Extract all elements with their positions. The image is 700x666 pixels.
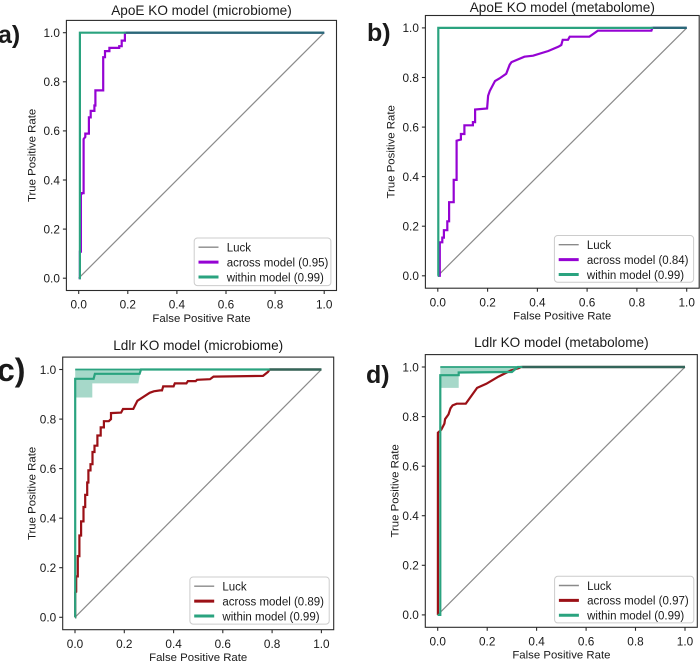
svg-text:False Positive Rate: False Positive Rate [149,652,247,661]
svg-text:Ldlr KO model (microbiome): Ldlr KO model (microbiome) [113,338,283,353]
svg-text:0.6: 0.6 [579,295,596,309]
svg-text:within model (0.99): within model (0.99) [221,611,319,623]
svg-text:0.8: 0.8 [43,75,60,89]
svg-text:0.4: 0.4 [528,635,545,649]
svg-text:c): c) [0,352,25,388]
svg-text:0.2: 0.2 [402,220,418,234]
svg-text:0.6: 0.6 [215,637,232,651]
svg-text:True Positive Rate: True Positive Rate [385,105,397,198]
svg-text:0.4: 0.4 [165,637,182,651]
svg-text:0.6: 0.6 [402,120,419,134]
svg-text:True Positive Rate: True Positive Rate [26,109,38,202]
svg-text:0.2: 0.2 [479,635,495,649]
svg-text:Luck: Luck [227,243,252,255]
svg-text:1.0: 1.0 [313,637,330,651]
svg-text:0.8: 0.8 [627,635,644,649]
svg-text:0.6: 0.6 [402,460,419,474]
svg-text:0.4: 0.4 [402,170,419,184]
svg-text:within model (0.99): within model (0.99) [586,270,684,282]
svg-text:0.4: 0.4 [402,509,419,523]
svg-text:1.0: 1.0 [678,295,695,309]
svg-text:0.2: 0.2 [402,559,418,573]
svg-text:0.0: 0.0 [67,637,84,651]
svg-text:True Positive Rate: True Positive Rate [389,444,401,537]
svg-text:0.2: 0.2 [43,222,59,236]
svg-text:Luck: Luck [587,581,612,593]
svg-text:0.8: 0.8 [264,637,281,651]
svg-text:0.2: 0.2 [40,561,56,575]
svg-text:0.0: 0.0 [40,611,57,625]
svg-text:False Positive Rate: False Positive Rate [513,311,611,323]
svg-text:0.8: 0.8 [402,410,419,424]
svg-text:0.8: 0.8 [267,298,284,312]
svg-text:0.4: 0.4 [43,173,60,187]
svg-text:1.0: 1.0 [402,360,419,374]
svg-text:0.6: 0.6 [43,124,60,138]
svg-text:0.2: 0.2 [120,298,136,312]
svg-text:0.8: 0.8 [629,295,646,309]
svg-text:0.0: 0.0 [402,608,419,622]
svg-text:0.0: 0.0 [429,635,446,649]
svg-text:0.6: 0.6 [218,298,235,312]
svg-text:across model (0.95): across model (0.95) [227,257,329,269]
svg-text:across model (0.84): across model (0.84) [587,255,689,267]
svg-text:False Positive Rate: False Positive Rate [512,650,610,661]
svg-text:0.0: 0.0 [402,269,419,283]
svg-text:across model (0.89): across model (0.89) [222,596,324,608]
svg-text:across model (0.97): across model (0.97) [587,596,689,608]
svg-text:0.0: 0.0 [70,298,87,312]
svg-text:False Positive Rate: False Positive Rate [152,313,250,325]
svg-text:Luck: Luck [222,582,247,594]
svg-text:0.6: 0.6 [40,462,57,476]
svg-text:True Positive Rate: True Positive Rate [27,447,39,540]
svg-text:0.2: 0.2 [479,295,495,309]
svg-text:0.2: 0.2 [116,637,132,651]
svg-text:0.0: 0.0 [43,272,60,286]
svg-text:a): a) [0,21,20,49]
svg-text:0.4: 0.4 [529,295,546,309]
svg-text:within model (0.99): within model (0.99) [586,611,684,623]
svg-text:1.0: 1.0 [677,635,694,649]
svg-text:0.4: 0.4 [40,512,57,526]
svg-text:0.0: 0.0 [430,295,447,309]
svg-text:b): b) [367,19,391,47]
svg-text:d): d) [366,361,390,389]
svg-text:Ldlr KO model (metabolome): Ldlr KO model (metabolome) [474,335,649,350]
svg-text:1.0: 1.0 [40,363,57,377]
svg-text:1.0: 1.0 [43,26,60,40]
svg-text:ApoE KO model (microbiome): ApoE KO model (microbiome) [111,3,292,18]
svg-text:1.0: 1.0 [316,298,333,312]
svg-text:within model (0.99): within model (0.99) [226,272,324,284]
svg-text:0.8: 0.8 [402,71,419,85]
svg-text:0.8: 0.8 [40,412,57,426]
svg-text:1.0: 1.0 [402,21,419,35]
svg-text:0.4: 0.4 [169,298,186,312]
svg-text:ApoE KO model (metabolome): ApoE KO model (metabolome) [470,0,655,15]
svg-text:0.6: 0.6 [578,635,595,649]
svg-text:Luck: Luck [587,240,612,252]
